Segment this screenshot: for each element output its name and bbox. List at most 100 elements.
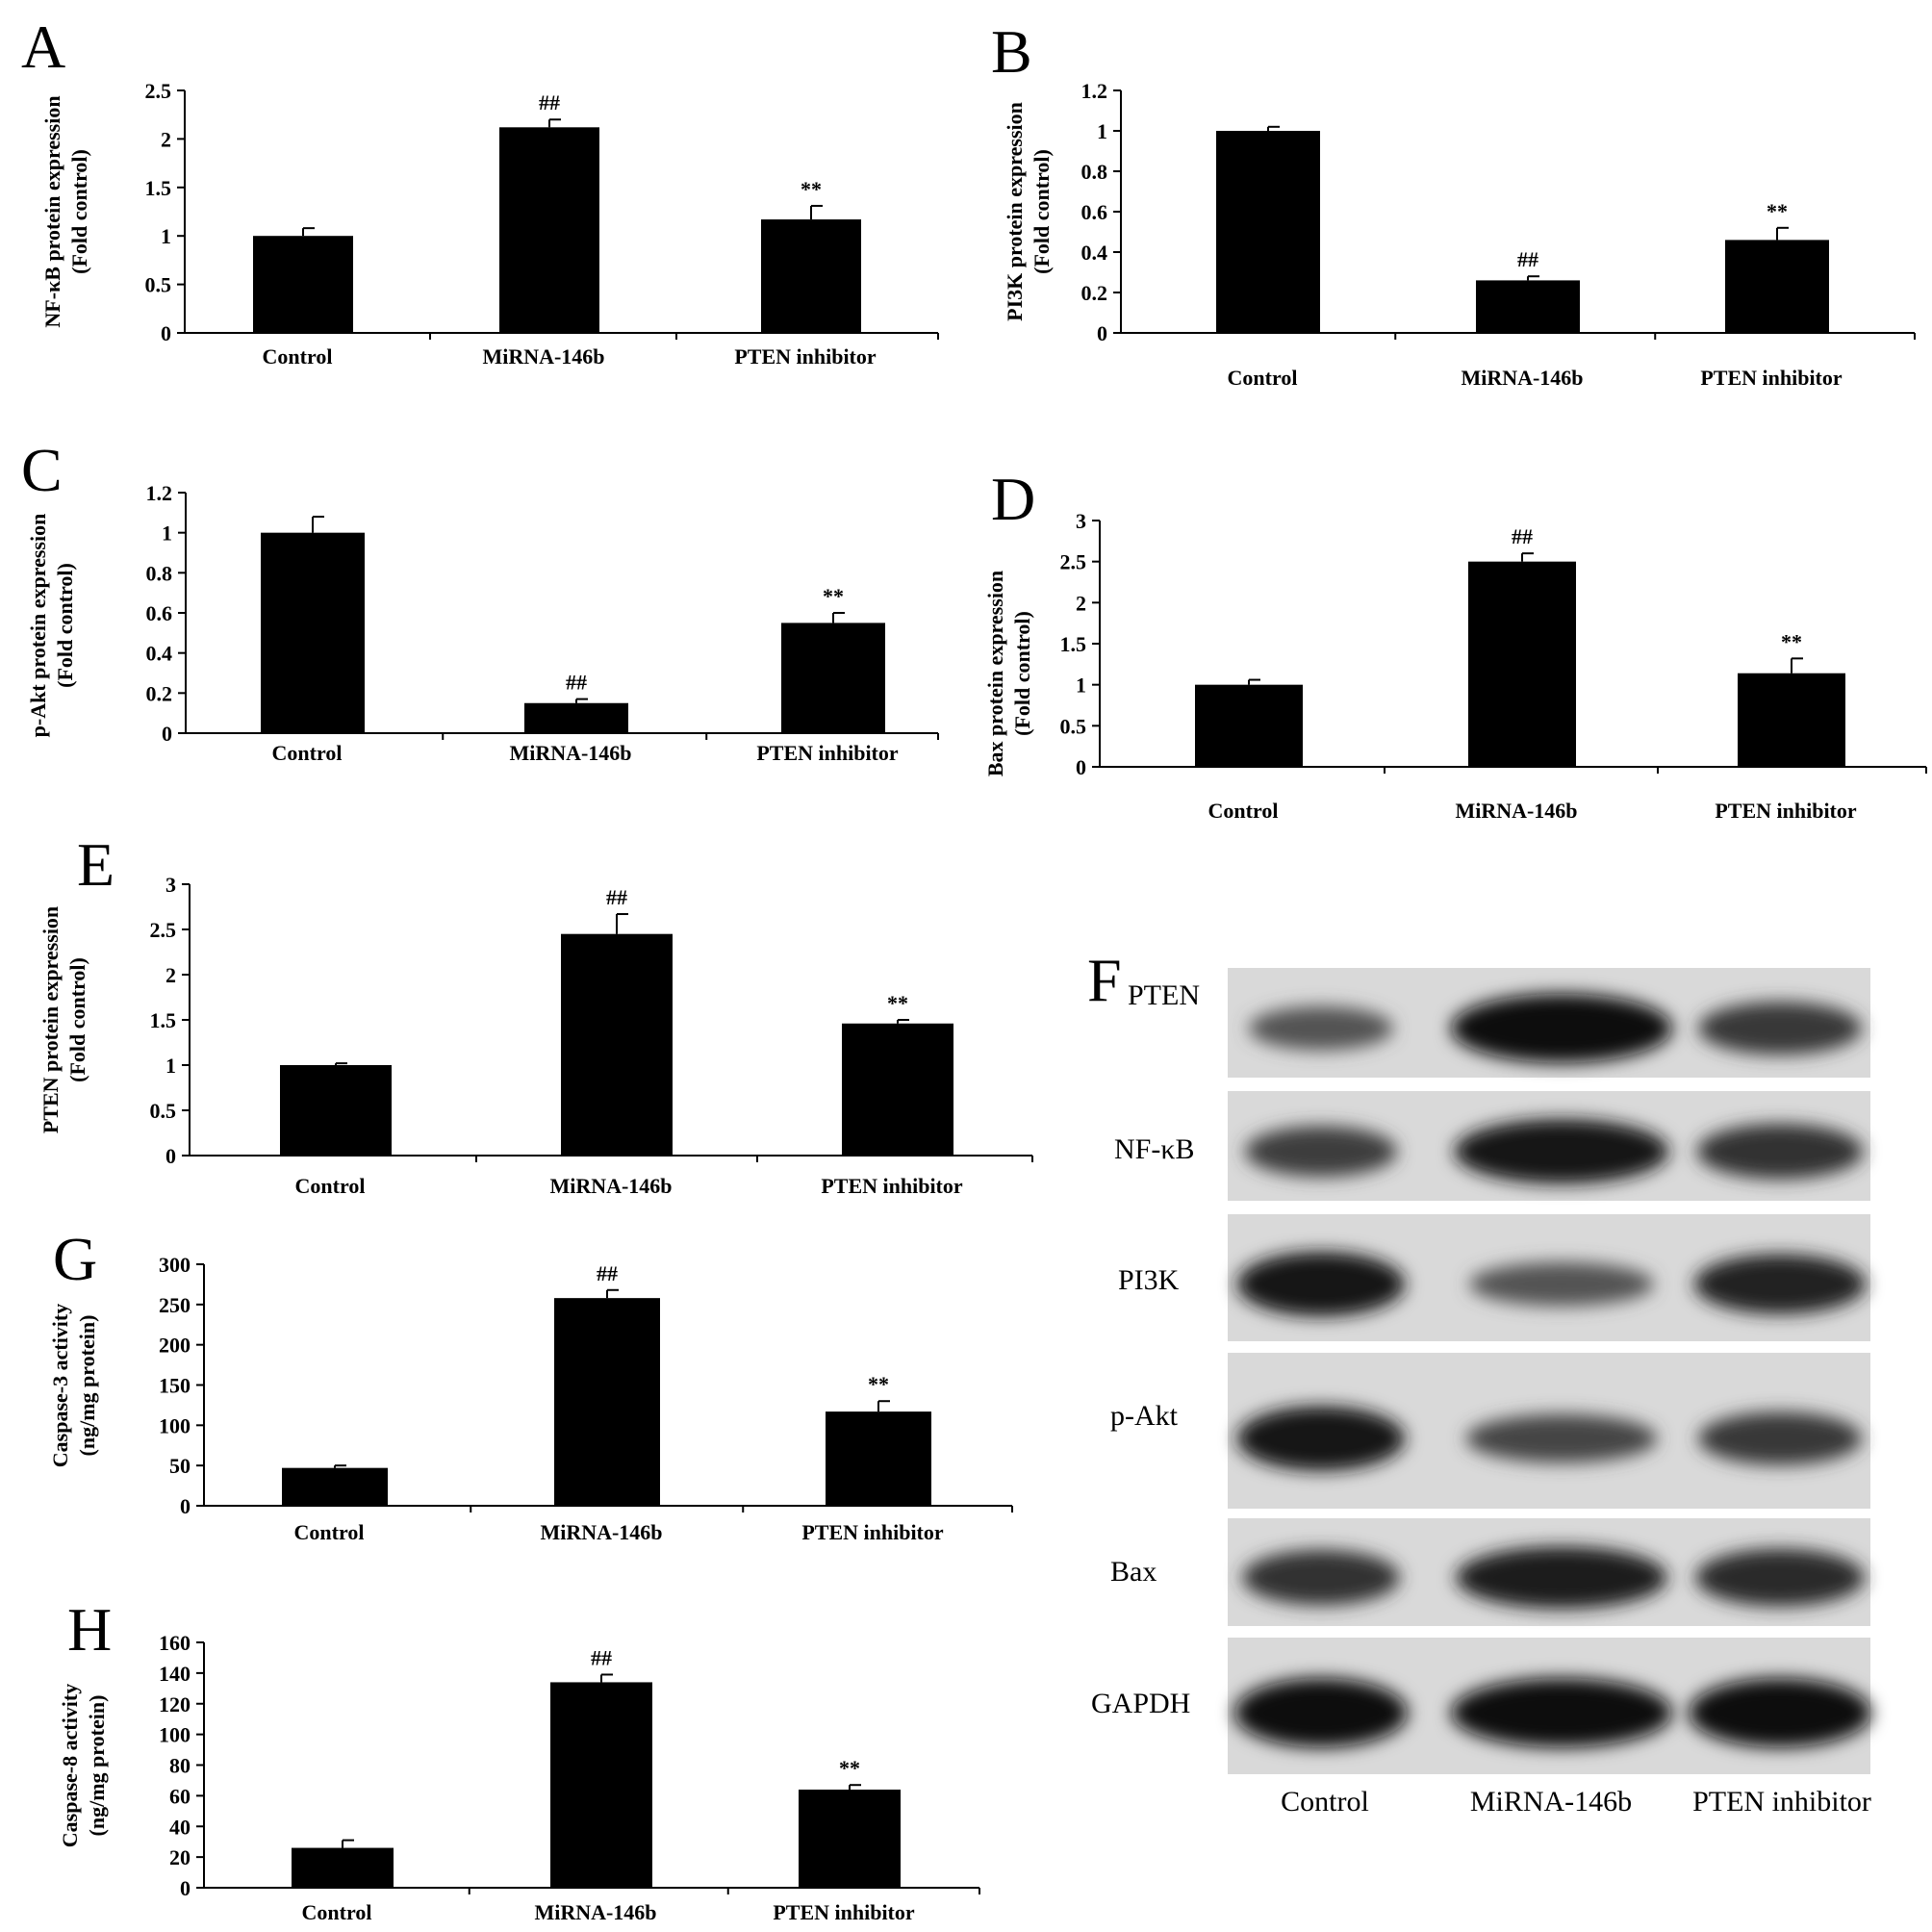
y-tick-label: 0 (165, 1144, 176, 1168)
y-tick-label: 1.2 (146, 481, 173, 505)
significance-marker: ## (591, 1645, 612, 1669)
y-tick-label: 0.8 (146, 561, 173, 585)
blot-protein-label: Bax (1110, 1556, 1157, 1588)
y-tick-label: 50 (169, 1454, 191, 1478)
blot-band (1234, 1678, 1408, 1748)
y-tick-label: 0.5 (145, 273, 172, 297)
panel-letter: A (21, 13, 65, 81)
y-tick-label: 20 (169, 1845, 191, 1869)
x-category-label: MiRNA-146b (534, 1900, 656, 1924)
chart-panel-h: H 0 20 40 60 80 100 120 140 160 Control ## MiRNA-146… (58, 1595, 980, 1924)
x-category-label: PTEN inhibitor (821, 1174, 963, 1198)
blot-band (1465, 1413, 1658, 1463)
y-tick-label: 0 (1076, 755, 1086, 779)
bar-control (282, 1467, 388, 1506)
y-tick-label: 1.5 (145, 176, 172, 200)
significance-marker: ## (1517, 247, 1538, 271)
blot-band (1697, 1002, 1863, 1055)
y-tick-label: 40 (169, 1815, 191, 1839)
y-tick-label: 160 (159, 1631, 191, 1655)
y-tick-label: 100 (159, 1413, 191, 1437)
blot-lane-label: PTEN inhibitor (1692, 1786, 1871, 1818)
significance-marker: ** (801, 177, 822, 201)
x-category-label: Control (1228, 366, 1298, 390)
y-tick-label: 3 (165, 873, 176, 897)
blot-strip-bax (1228, 1518, 1870, 1626)
x-category-label: Control (295, 1174, 366, 1198)
y-axis-label-line2: (Fold control) (67, 149, 91, 274)
y-tick-label: 120 (159, 1692, 191, 1716)
blot-band (1451, 993, 1672, 1063)
y-tick-label: 1 (1097, 119, 1107, 143)
blot-band (1693, 1254, 1867, 1314)
significance-marker: ** (839, 1756, 860, 1780)
y-axis-label-line1: Caspase-8 activity (58, 1684, 82, 1847)
chart-panel-d: D 0 0.5 1 1.5 2 2.5 3 Control ## MiRNA-146b ** PTEN … (983, 465, 1927, 823)
chart-panel-g: G 0 50 100 150 200 250 300 Control ## MiRNA-146b **… (48, 1225, 1013, 1544)
y-tick-label: 0 (180, 1876, 191, 1900)
y-tick-label: 0.2 (1081, 281, 1108, 305)
blot-band (1248, 1005, 1394, 1051)
y-tick-label: 1 (1076, 674, 1086, 698)
y-tick-label: 1 (162, 521, 172, 546)
x-category-label: MiRNA-146b (509, 741, 631, 765)
significance-marker: ## (597, 1261, 618, 1285)
panel-letter: G (53, 1225, 97, 1293)
blot-band (1696, 1123, 1864, 1180)
y-axis-label: Bax protein expression (Fold control) (983, 571, 1034, 776)
y-axis-label-line2: (ng/mg protein) (75, 1315, 99, 1457)
significance-marker: ** (1767, 199, 1788, 223)
blot-protein-label: p-Akt (1110, 1400, 1179, 1432)
y-tick-label: 0.8 (1081, 160, 1108, 184)
panel-letter: C (21, 436, 63, 504)
significance-marker: ** (868, 1372, 889, 1396)
y-tick-label: 250 (159, 1293, 191, 1317)
x-category-label: PTEN inhibitor (1715, 799, 1857, 823)
y-tick-label: 300 (159, 1253, 191, 1277)
y-tick-label: 0 (180, 1494, 191, 1518)
significance-marker: ## (566, 671, 587, 695)
y-axis-label-line2: (Fold control) (53, 563, 77, 688)
y-tick-label: 0 (1097, 321, 1107, 345)
x-category-label: PTEN inhibitor (1700, 366, 1843, 390)
significance-marker: ** (1781, 629, 1802, 653)
x-category-label: MiRNA-146b (482, 344, 604, 369)
x-category-label: PTEN inhibitor (801, 1520, 944, 1544)
bar-mirna-146b (1476, 280, 1580, 333)
panel-letter: F (1087, 946, 1122, 1014)
x-category-label: Control (302, 1900, 372, 1924)
blot-band (1242, 1549, 1400, 1606)
y-tick-label: 0.4 (1081, 241, 1108, 265)
blot-band (1451, 1678, 1672, 1748)
panel-letter: H (67, 1595, 112, 1664)
blot-band (1236, 1252, 1406, 1317)
y-tick-label: 60 (169, 1784, 191, 1808)
y-tick-label: 150 (159, 1374, 191, 1398)
blot-protein-label: GAPDH (1091, 1688, 1190, 1719)
bar-mirna-146b (550, 1682, 652, 1888)
bar-mirna-146b (524, 702, 628, 733)
blot-strip-gapdh (1228, 1638, 1871, 1774)
y-axis-label-line2: (ng/mg protein) (85, 1695, 109, 1837)
x-category-label: Control (263, 344, 333, 369)
x-category-label: MiRNA-146b (1461, 366, 1583, 390)
y-tick-label: 0 (161, 321, 171, 345)
chart-panel-b: B 0 0.2 0.4 0.6 0.8 1 1.2 Control ## MiRNA-146b ** P… (991, 17, 1916, 390)
blot-lane-label: Control (1281, 1786, 1369, 1818)
blot-strip-pi3k (1228, 1214, 1870, 1341)
y-tick-label: 0.5 (150, 1099, 177, 1123)
chart-panel-a: A 0 0.5 1 1.5 2 2.5 Control ## MiRNA-146b ** PTEN i… (21, 13, 939, 369)
x-category-label: Control (1208, 799, 1279, 823)
x-category-label: MiRNA-146b (1455, 799, 1577, 823)
blot-protein-label: NF-κB (1114, 1133, 1194, 1165)
y-tick-label: 0.6 (146, 601, 173, 625)
bar-mirna-146b (561, 933, 673, 1156)
y-tick-label: 3 (1076, 509, 1086, 533)
bar-pten-inhibitor (826, 1411, 931, 1506)
blot-strip-nf-b (1228, 1091, 1870, 1201)
blot-band (1697, 1411, 1863, 1465)
bar-mirna-146b (499, 127, 599, 333)
bar-control (261, 532, 365, 733)
blot-band (1244, 1126, 1398, 1178)
